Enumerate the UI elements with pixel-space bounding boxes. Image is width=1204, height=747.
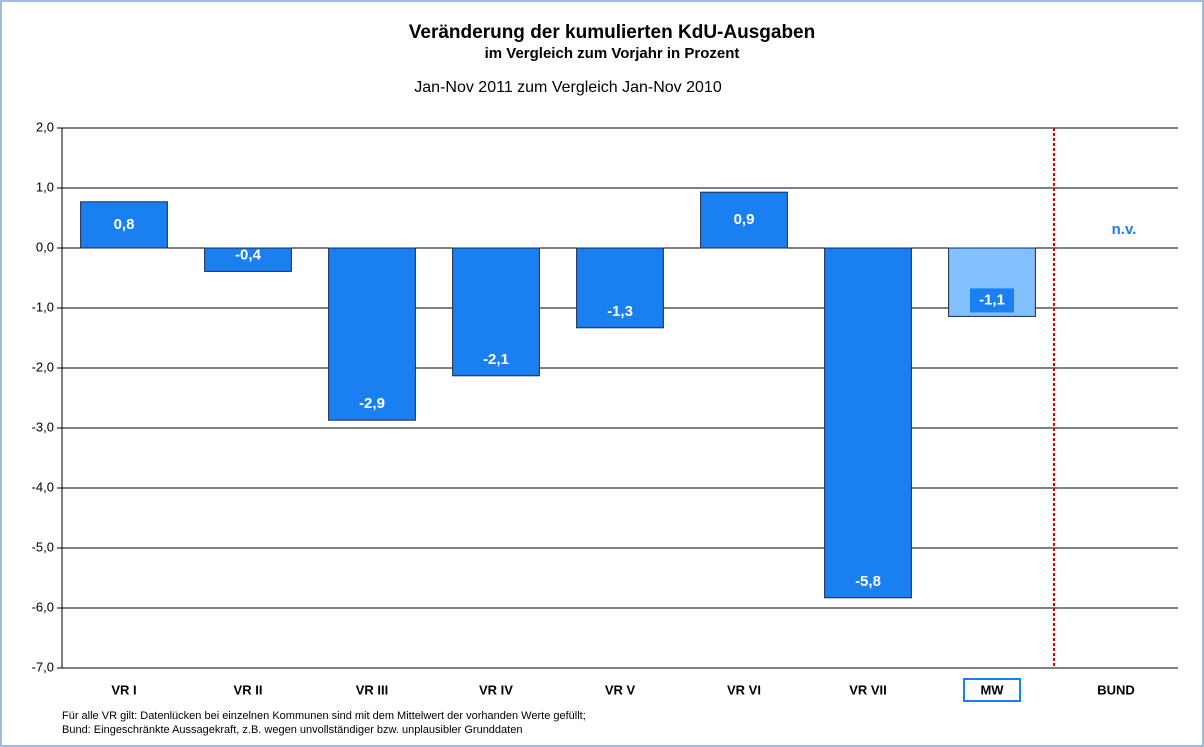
bar (80, 201, 168, 249)
bar (204, 247, 292, 272)
x-tick-label: VR II (234, 682, 263, 697)
footnote: Für alle VR gilt: Datenlücken bei einzel… (62, 710, 586, 722)
value-label-box (970, 288, 1014, 313)
x-tick-label: MW (980, 682, 1004, 697)
value-label: -1,1 (979, 291, 1005, 308)
y-tick-label: -1,0 (32, 299, 54, 314)
period: Jan-Nov 2011 zum Vergleich Jan-Nov 2010 (414, 79, 722, 96)
value-label: -0,4 (235, 246, 262, 263)
x-tick-label: VR V (605, 682, 636, 697)
y-tick-label: 2,0 (36, 119, 54, 134)
x-tick-label: VR I (111, 682, 136, 697)
bar (328, 247, 416, 421)
bar (824, 247, 912, 599)
x-tick-label: VR VI (727, 682, 761, 697)
x-tick-label: VR III (356, 682, 389, 697)
value-label: -5,8 (855, 573, 881, 590)
y-tick-label: -6,0 (32, 599, 54, 614)
chart-title: Veränderung der kumulierten KdU-Ausgaben (409, 22, 815, 43)
y-tick-label: -7,0 (32, 659, 54, 674)
y-tick-label: -5,0 (32, 539, 54, 554)
y-tick-label: -4,0 (32, 479, 54, 494)
value-label: -2,9 (359, 395, 385, 412)
bar (576, 247, 664, 329)
value-label: n.v. (1112, 221, 1137, 238)
value-label: 0,8 (114, 216, 135, 233)
bar (452, 247, 540, 377)
value-label: -2,1 (483, 351, 509, 368)
bar (700, 191, 788, 249)
y-tick-label: 1,0 (36, 179, 54, 194)
category-box (963, 678, 1021, 702)
value-label: 0,9 (734, 211, 755, 228)
x-tick-label: VR VII (849, 682, 887, 697)
plot-area (62, 128, 1178, 668)
footnote: Bund: Eingeschränkte Aussagekraft, z.B. … (62, 724, 522, 736)
chart-subtitle: im Vergleich zum Vorjahr in Prozent (485, 45, 740, 62)
y-tick-label: -3,0 (32, 419, 54, 434)
x-tick-label: BUND (1097, 682, 1135, 697)
value-label: -1,3 (607, 303, 633, 320)
y-tick-label: -2,0 (32, 359, 54, 374)
x-tick-label: VR IV (479, 682, 513, 697)
y-tick-label: 0,0 (36, 239, 54, 254)
